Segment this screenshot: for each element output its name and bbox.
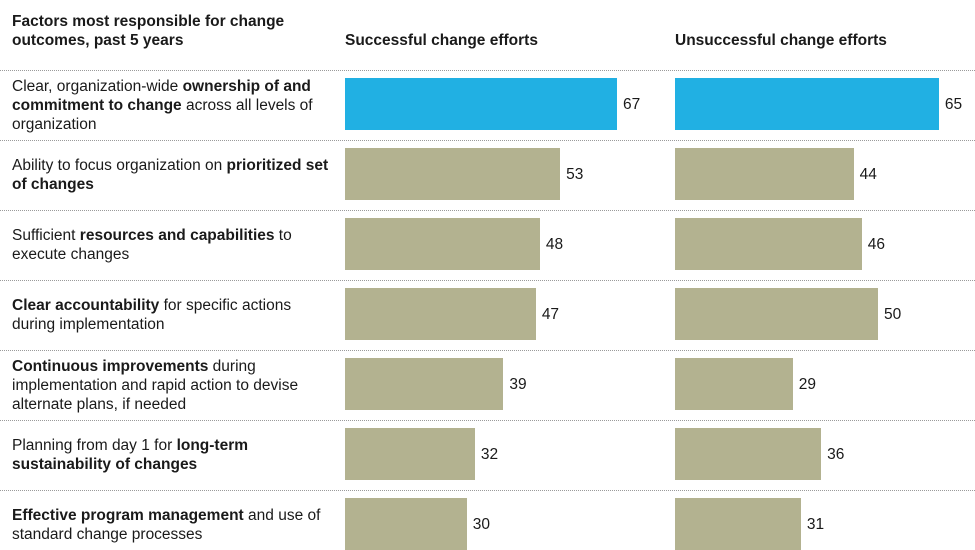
unsuccessful-bar xyxy=(675,288,878,340)
row-separator xyxy=(0,210,975,211)
row-separator xyxy=(0,280,975,281)
unsuccessful-bar xyxy=(675,358,793,410)
unsuccessful-value-label: 36 xyxy=(827,445,845,463)
unsuccessful-value-label: 44 xyxy=(859,165,877,183)
unsuccessful-bar xyxy=(675,428,822,480)
unsuccessful-value-label: 50 xyxy=(884,305,902,323)
successful-value-label: 67 xyxy=(623,95,641,113)
unsuccessful-efforts-header: Unsuccessful change efforts xyxy=(675,32,887,49)
unsuccessful-bar xyxy=(675,148,854,200)
successful-value-label: 53 xyxy=(566,165,584,183)
successful-value-label: 47 xyxy=(541,305,560,323)
successful-bar xyxy=(345,288,536,340)
category-label: Effective program management and use of … xyxy=(12,507,321,543)
unsuccessful-bar xyxy=(675,78,939,130)
category-label: Clear, organization-wide ownership of an… xyxy=(12,77,313,133)
unsuccessful-value-label: 31 xyxy=(806,515,825,533)
row-separator xyxy=(0,70,975,71)
successful-bar xyxy=(345,218,540,270)
category-label: Clear accountability for specific action… xyxy=(12,297,292,333)
factors-header: Factors most responsible for change outc… xyxy=(12,13,285,49)
unsuccessful-value-label: 46 xyxy=(867,235,885,253)
row-separator xyxy=(0,350,975,351)
successful-value-label: 32 xyxy=(480,445,499,463)
row-separator xyxy=(0,490,975,491)
successful-bar xyxy=(345,498,467,550)
row-separator xyxy=(0,140,975,141)
successful-bar xyxy=(345,78,618,130)
row-separator xyxy=(0,420,975,421)
successful-value-label: 30 xyxy=(472,515,491,533)
successful-value-label: 48 xyxy=(545,235,564,253)
category-label: Continuous improvements during implement… xyxy=(12,357,299,413)
successful-efforts-header: Successful change efforts xyxy=(345,32,538,49)
unsuccessful-value-label: 65 xyxy=(944,95,963,113)
unsuccessful-bar xyxy=(675,218,862,270)
category-label: Ability to focus organization on priorit… xyxy=(12,157,329,193)
successful-value-label: 39 xyxy=(509,375,527,393)
successful-bar xyxy=(345,358,504,410)
category-label: Sufficient resources and capabilities to… xyxy=(12,227,292,263)
unsuccessful-bar xyxy=(675,498,801,550)
successful-bar xyxy=(345,148,561,200)
category-label: Planning from day 1 for long-term sustai… xyxy=(12,437,249,473)
successful-bar xyxy=(345,428,475,480)
unsuccessful-value-label: 29 xyxy=(798,375,816,393)
